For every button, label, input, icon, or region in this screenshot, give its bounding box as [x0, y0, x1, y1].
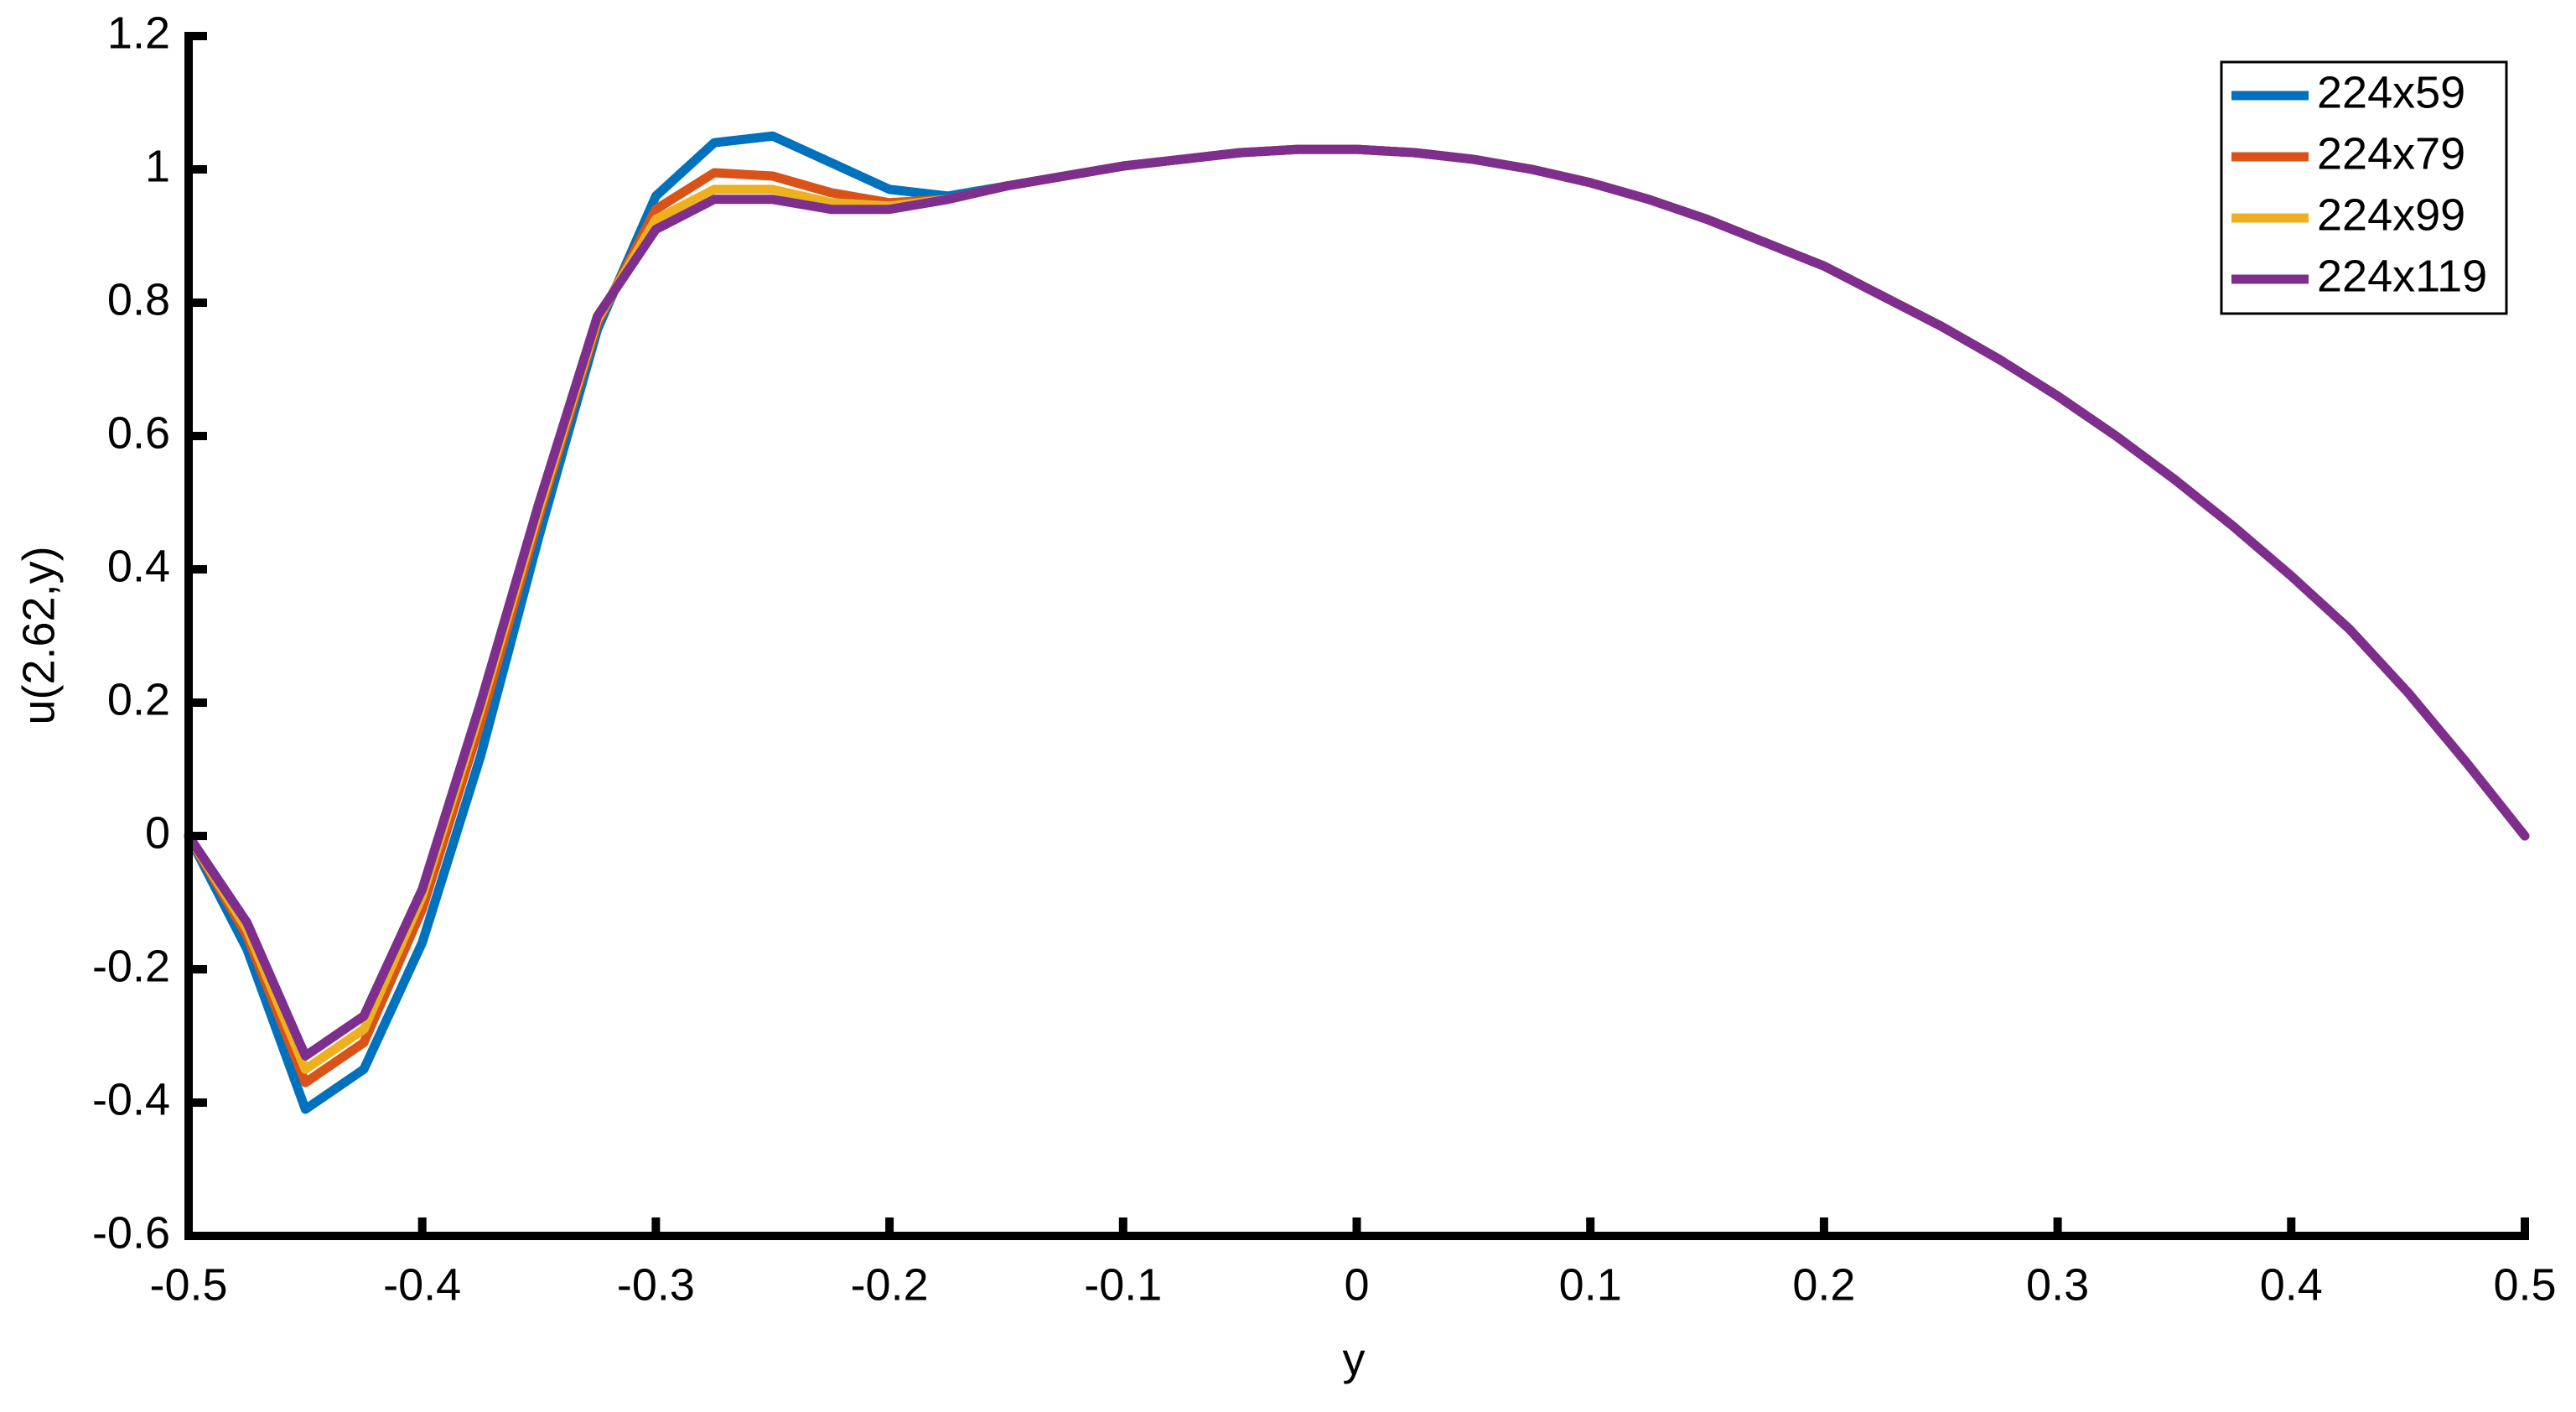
y-tick-label: 1: [145, 141, 170, 191]
legend-label: 224x79: [2317, 128, 2465, 179]
legend-label: 224x99: [2317, 189, 2465, 240]
legend-label: 224x59: [2317, 67, 2465, 117]
y-tick-label: 0.8: [107, 274, 170, 324]
y-tick-label: 0.2: [107, 674, 170, 724]
x-tick-label: -0.2: [851, 1259, 929, 1310]
y-tick-label: -0.6: [92, 1207, 170, 1258]
x-axis-label: y: [1343, 1334, 1366, 1384]
x-tick-label: -0.1: [1084, 1259, 1162, 1310]
y-axis-label: u(2.62,y): [13, 546, 64, 724]
x-tick-label: 0.1: [1559, 1259, 1622, 1310]
x-tick-label: 0.5: [2493, 1259, 2556, 1310]
y-tick-label: 0.6: [107, 408, 170, 458]
data-line: [184, 144, 2530, 1088]
legend-box: [2220, 60, 2508, 315]
y-tick-label: 0.4: [107, 541, 170, 591]
x-tick-label: 0.2: [1792, 1259, 1855, 1310]
x-tick-label: -0.3: [617, 1259, 695, 1310]
x-tick-label: -0.5: [149, 1259, 227, 1310]
data-line: [184, 131, 2530, 1114]
y-tick-label: 0: [145, 807, 170, 858]
legend-label: 224x119: [2317, 251, 2487, 301]
data-line: [184, 144, 2530, 1061]
y-tick-label: 1.2: [107, 8, 170, 58]
x-tick-label: 0: [1344, 1259, 1369, 1310]
y-tick-label: -0.2: [92, 941, 170, 991]
y-tick-label: -0.4: [92, 1074, 170, 1124]
data-line: [184, 144, 2530, 1074]
x-tick-label: 0.3: [2026, 1259, 2089, 1310]
x-tick-label: -0.4: [383, 1259, 461, 1310]
x-tick-label: 0.4: [2260, 1259, 2323, 1310]
